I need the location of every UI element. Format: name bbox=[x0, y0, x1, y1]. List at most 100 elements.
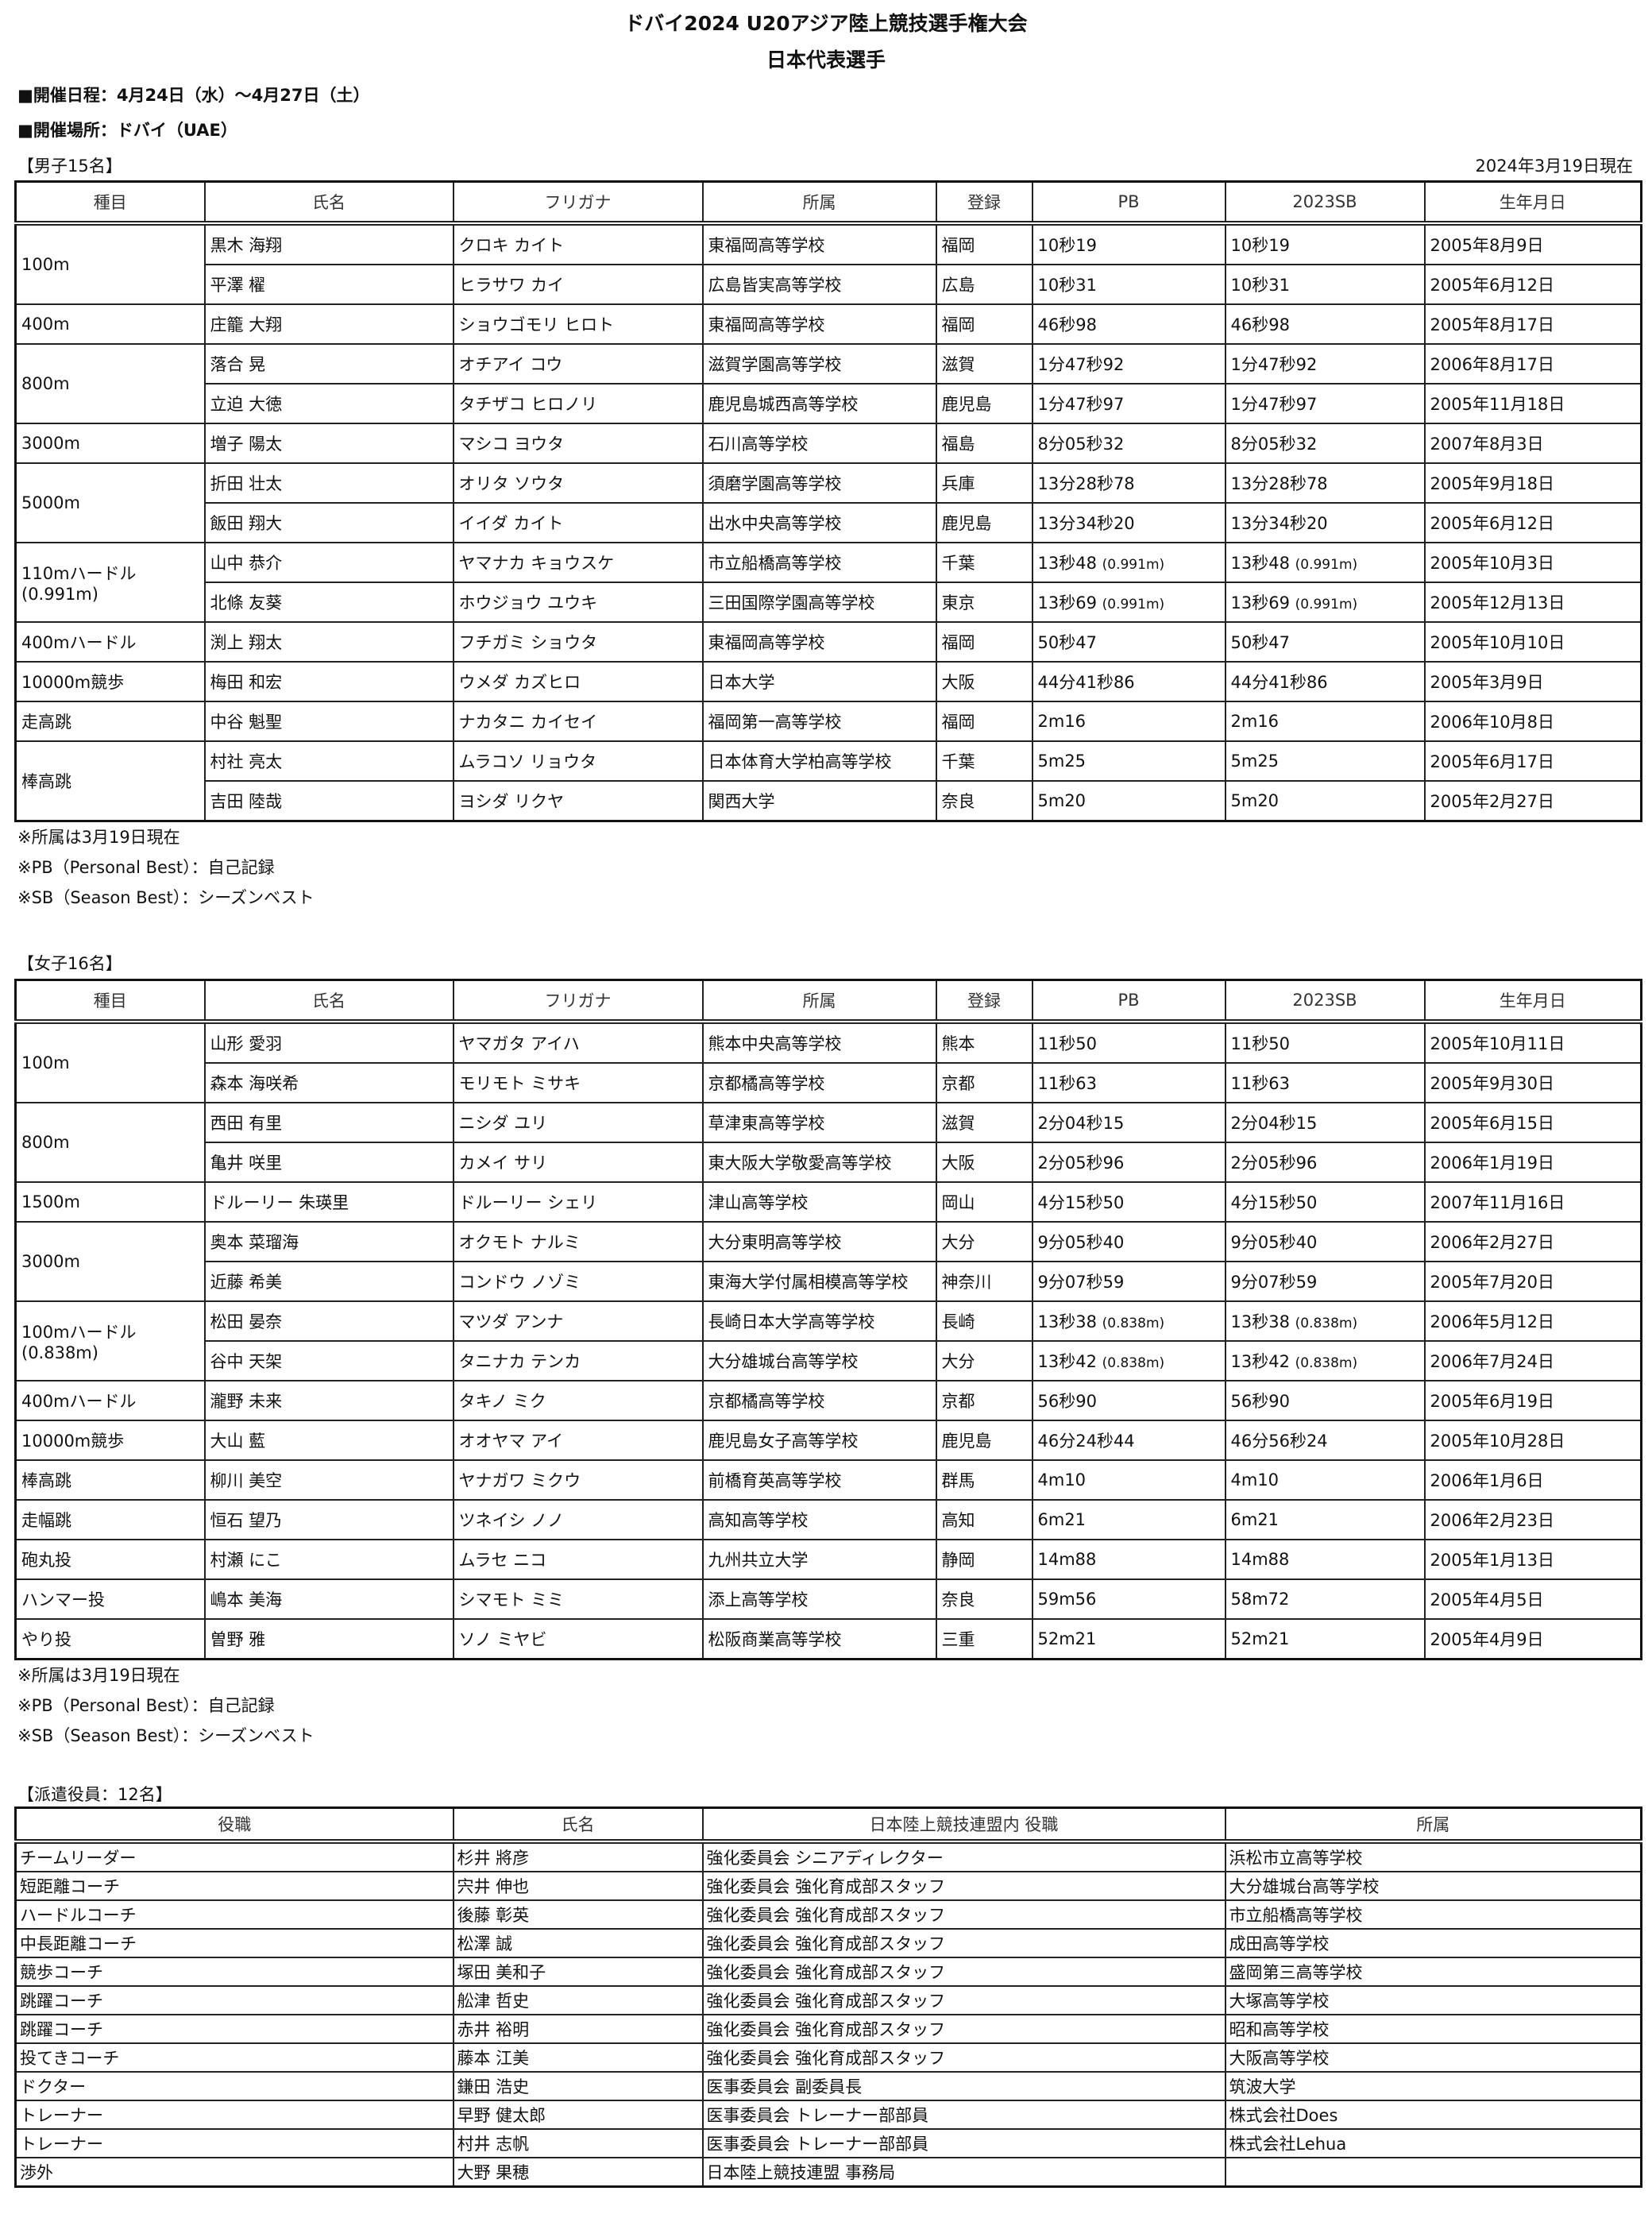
name-cell: 西田 有里 bbox=[203, 1102, 454, 1143]
pb: 13秒69 bbox=[1037, 593, 1097, 612]
pb: 13秒42 bbox=[1037, 1352, 1097, 1371]
name-cell: 瀧野 未来 bbox=[203, 1380, 454, 1421]
name: 柳川 美空 bbox=[210, 1471, 283, 1490]
sb: 2分04秒15 bbox=[1230, 1114, 1318, 1133]
table-row: 走幅跳 恒石 望乃 ツネイシ ノノ 高知高等学校 高知 6m21 6m21 2006年2月23… bbox=[14, 1499, 1642, 1540]
birthdate: 2005年10月11日 bbox=[1430, 1034, 1565, 1053]
name-cell: 森本 海咲希 bbox=[203, 1062, 454, 1103]
name: 大山 藍 bbox=[210, 1432, 266, 1451]
sb-cell: 4分15秒50 bbox=[1224, 1181, 1426, 1223]
kana: シマモト ミミ bbox=[458, 1590, 565, 1609]
birthdate: 2005年4月9日 bbox=[1430, 1630, 1544, 1649]
pb: 56秒90 bbox=[1037, 1392, 1097, 1411]
table-row: 中長距離コーチ 松澤 誠 強化委員会 強化育成部スタッフ 成田高等学校 bbox=[14, 1928, 1642, 1958]
team: 長崎日本大学高等学校 bbox=[708, 1312, 875, 1331]
pb-cell: 2m16 bbox=[1031, 701, 1226, 742]
event-name: 砲丸投 bbox=[21, 1551, 71, 1570]
table-row: 400m 庄籠 大翔 ショウゴモリ ヒロト 東福岡高等学校 福岡 46秒98 46秒98 20… bbox=[14, 303, 1642, 345]
team: 津山高等学校 bbox=[708, 1193, 809, 1212]
affiliation: 昭和高等学校 bbox=[1229, 2020, 1330, 2039]
affiliation: 浜松市立高等学校 bbox=[1229, 1849, 1363, 1868]
federation-role-cell: 強化委員会 強化育成部スタッフ bbox=[701, 1957, 1226, 1987]
pb: 2m16 bbox=[1037, 712, 1087, 731]
kana: ムラコソ リョウタ bbox=[458, 752, 597, 771]
sb-cell: 11秒50 bbox=[1224, 1021, 1426, 1064]
kana: ヨシダ リクヤ bbox=[458, 792, 565, 811]
table-row: 3000m 増子 陽太 マシコ ヨウタ 石川高等学校 福島 8分05秒32 8分05秒32 2… bbox=[14, 423, 1642, 464]
name: 鎌田 浩史 bbox=[457, 2077, 530, 2096]
name-cell: 大野 果穂 bbox=[452, 2157, 704, 2188]
affiliation-cell: 大阪高等学校 bbox=[1224, 2042, 1642, 2073]
role: 短距離コーチ bbox=[20, 1877, 120, 1896]
pb-cell: 11秒63 bbox=[1031, 1062, 1226, 1103]
kana-cell: フチガミ ショウタ bbox=[452, 621, 704, 663]
birthdate: 2005年6月19日 bbox=[1430, 1392, 1555, 1411]
sb: 13分34秒20 bbox=[1230, 514, 1328, 533]
table-row: 100mハードル (0.838m) 松田 晏奈 マツダ アンナ 長崎日本大学高等学校 長崎… bbox=[14, 1300, 1642, 1381]
team-cell: 出水中央高等学校 bbox=[701, 502, 937, 543]
team-cell: 福岡第一高等学校 bbox=[701, 701, 937, 742]
name-cell: 中谷 魁聖 bbox=[203, 701, 454, 742]
sb: 5m25 bbox=[1230, 752, 1280, 771]
pb: 13秒38 bbox=[1037, 1312, 1097, 1331]
prefecture-cell: 大分 bbox=[935, 1221, 1033, 1262]
table-row: 跳躍コーチ 赤井 裕明 強化委員会 強化育成部スタッフ 昭和高等学校 bbox=[14, 2014, 1642, 2044]
federation-role: 強化委員会 強化育成部スタッフ bbox=[706, 1992, 946, 2011]
name: 中谷 魁聖 bbox=[210, 713, 283, 732]
kana: マシコ ヨウタ bbox=[458, 435, 565, 454]
kana: マツダ アンナ bbox=[458, 1312, 564, 1331]
team-cell: 添上高等学校 bbox=[701, 1578, 937, 1620]
birthdate: 2005年2月27日 bbox=[1430, 792, 1555, 811]
sb-cell: 13分34秒20 bbox=[1224, 502, 1426, 543]
prefecture-cell: 福岡 bbox=[935, 621, 1033, 663]
table-row: トレーナー 村井 志帆 医事委員会 トレーナー部部員 株式会社Lehua bbox=[14, 2128, 1642, 2158]
name: 飯田 翔大 bbox=[210, 514, 283, 533]
table-row: 110mハードル (0.991m) 山中 恭介 ヤマナカ キョウスケ 市立船橋高等学校 千… bbox=[14, 542, 1642, 623]
column-header: 種目 bbox=[14, 180, 206, 226]
column-header: 氏名 bbox=[203, 979, 454, 1024]
affiliation: 株式会社Lehua bbox=[1229, 2135, 1347, 2154]
birthdate: 2005年10月28日 bbox=[1430, 1432, 1565, 1451]
sb-cell: 13秒38 (0.838m) bbox=[1224, 1300, 1426, 1342]
role-cell: 中長距離コーチ bbox=[14, 1928, 454, 1958]
pb-cell: 50秒47 bbox=[1031, 621, 1226, 663]
prefecture-cell: 東京 bbox=[935, 582, 1033, 623]
event-cell: 100mハードル (0.838m) bbox=[14, 1300, 206, 1381]
federation-role-cell: 強化委員会 強化育成部スタッフ bbox=[701, 2014, 1226, 2044]
event-cell: 棒高跳 bbox=[14, 1459, 206, 1501]
pb-cell: 1分47秒92 bbox=[1031, 343, 1226, 384]
name: 渕上 翔太 bbox=[210, 633, 283, 652]
column-header: 所属 bbox=[701, 979, 937, 1024]
event-name: 100m bbox=[21, 1053, 70, 1072]
sb: 1分47秒97 bbox=[1230, 395, 1318, 414]
table-row: ドクター 鎌田 浩史 医事委員会 副委員長 筑波大学 bbox=[14, 2071, 1642, 2101]
kana: ムラセ ニコ bbox=[458, 1551, 547, 1570]
table-row: 吉田 陸哉 ヨシダ リクヤ 関西大学 奈良 5m20 5m20 2005年2月27日 bbox=[16, 780, 1642, 822]
prefecture-cell: 京都 bbox=[935, 1380, 1033, 1421]
sb-cell: 2分04秒15 bbox=[1224, 1102, 1426, 1143]
affiliation-cell: 筑波大学 bbox=[1224, 2071, 1642, 2101]
name-cell: 亀井 咲里 bbox=[203, 1142, 454, 1183]
event-name: 400mハードル bbox=[21, 1392, 137, 1411]
role: ハードルコーチ bbox=[20, 1906, 137, 1925]
team-cell: 日本大学 bbox=[701, 661, 937, 702]
name-cell: 杉井 將彦 bbox=[452, 1841, 704, 1872]
birthdate: 2005年8月17日 bbox=[1430, 315, 1555, 334]
pb: 13秒48 bbox=[1037, 554, 1097, 573]
sb-cell: 10秒19 bbox=[1224, 222, 1426, 265]
pb: 13分28秒78 bbox=[1037, 474, 1135, 493]
birthdate-cell: 2006年2月23日 bbox=[1423, 1499, 1642, 1540]
prefecture: 千葉 bbox=[941, 554, 975, 573]
prefecture: 千葉 bbox=[941, 752, 975, 771]
column-header: PB bbox=[1031, 979, 1226, 1024]
table-row: 跳躍コーチ 舩津 哲史 強化委員会 強化育成部スタッフ 大塚高等学校 bbox=[14, 1985, 1642, 2015]
sb-cell: 46分56秒24 bbox=[1224, 1420, 1426, 1461]
team-cell: 高知高等学校 bbox=[701, 1499, 937, 1540]
sb-cell: 50秒47 bbox=[1224, 621, 1426, 663]
table-row: ハンマー投 嶋本 美海 シマモト ミミ 添上高等学校 奈良 59m56 58m72 2005年… bbox=[14, 1578, 1642, 1620]
prefecture-cell: 千葉 bbox=[935, 740, 1033, 782]
kana: ウメダ カズヒロ bbox=[458, 673, 581, 692]
event-name: 棒高跳 bbox=[21, 1471, 71, 1490]
sb: 13秒69 bbox=[1230, 593, 1290, 612]
prefecture: 広島 bbox=[941, 276, 975, 295]
